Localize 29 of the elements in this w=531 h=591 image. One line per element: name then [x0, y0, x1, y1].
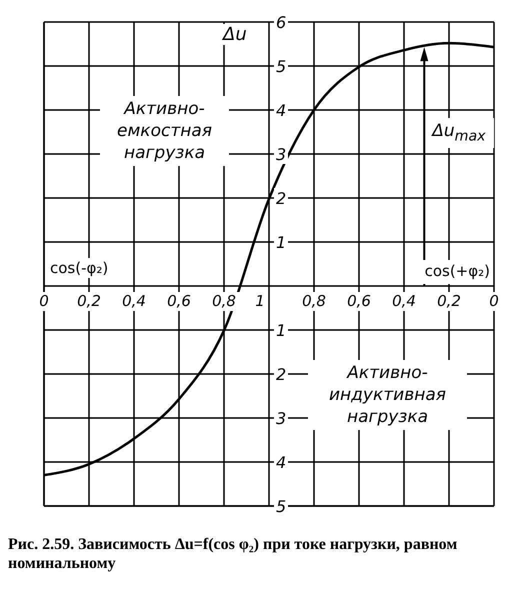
y-tick-label: 3 [276, 145, 286, 164]
y-tick-label: 1 [276, 233, 286, 252]
annotation: Активно-емкостная нагрузка [100, 96, 229, 166]
x-tick-label: 0,2 [77, 292, 101, 310]
y-tick-label: 5 [276, 57, 286, 76]
x-tick-label: 0,8 [212, 292, 236, 310]
y-tick-label: 2 [276, 189, 286, 208]
x-tick-label: 0 [39, 292, 49, 310]
x-tick-label: 0,4 [122, 292, 146, 310]
x-tick-label: 0,2 [437, 292, 461, 310]
y-axis-title: Δu [223, 24, 247, 45]
text: Рис. 2.59. Зависимость Δu=f(cos φ₂) при токе нагрузки, равном номинальному [8, 535, 458, 574]
y-tick-label: 3 [276, 409, 286, 428]
x-tick-label: 1 [255, 292, 265, 310]
x-axis-title: cos(-φ₂) [48, 258, 110, 278]
y-tick-label: 4 [276, 101, 286, 120]
x-tick-label: 0,8 [302, 292, 326, 310]
y-tick-label: 1 [276, 321, 286, 340]
x-tick-label: 0 [489, 292, 499, 310]
x-tick-label: 0,4 [392, 292, 416, 310]
annotation: Δu$_{max}$ [430, 118, 494, 148]
y-tick-label: 2 [276, 365, 286, 384]
y-tick-label: 4 [276, 453, 286, 472]
x-tick-label: 0,6 [347, 292, 371, 310]
y-tick-label: 5 [276, 497, 286, 516]
y-tick-label: 6 [276, 13, 286, 32]
annotation: cos(+φ₂) [408, 260, 492, 284]
x-tick-label: 0,6 [167, 292, 191, 310]
annotation: Активно-индуктивная нагрузка [308, 360, 467, 430]
